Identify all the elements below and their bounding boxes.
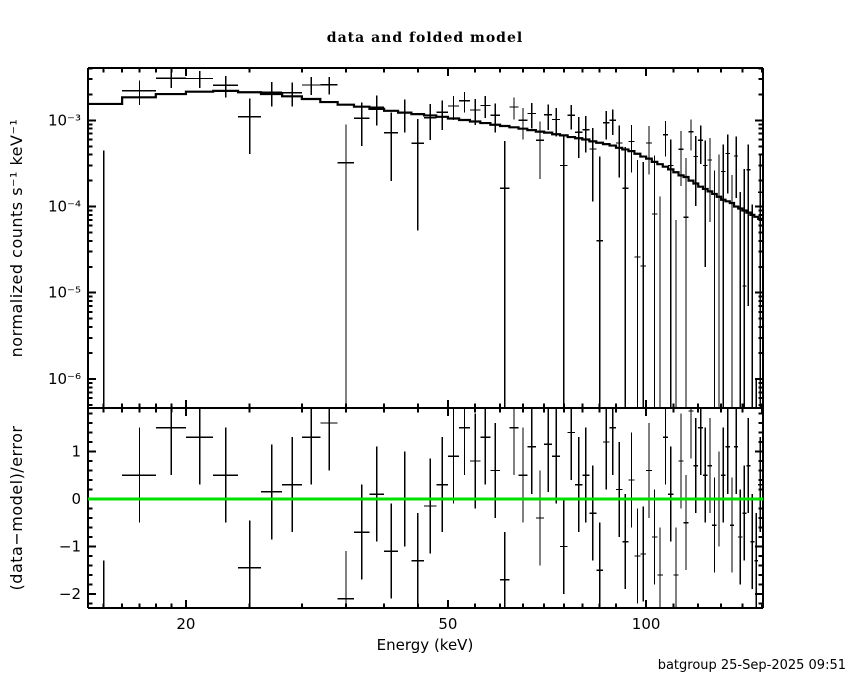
y-tick-label: −2 xyxy=(59,585,81,603)
y-tick-label: 1 xyxy=(71,442,81,460)
y-axis-label-bottom: (data−model)/error xyxy=(7,426,26,591)
x-tick-label: 50 xyxy=(438,615,457,633)
y-tick-label: 10⁻⁵ xyxy=(48,284,81,302)
plot-render-layer: 20 50 100 10⁻³ 10⁻⁴ 10⁻⁵ 10⁻⁶ 1 0 −1 −2 xyxy=(48,67,764,633)
timestamp-label: batgroup 25-Sep-2025 09:51 xyxy=(658,658,846,673)
plot-title: data and folded model xyxy=(327,30,523,46)
x-axis-label: Energy (keV) xyxy=(377,636,474,654)
x-tick-label: 20 xyxy=(176,615,195,633)
y-axis-label-top: normalized counts s⁻¹ keV⁻¹ xyxy=(7,119,26,358)
y-tick-label: 10⁻³ xyxy=(48,111,81,129)
y-tick-label: 10⁻⁴ xyxy=(48,198,81,216)
y-tick-label: −1 xyxy=(59,537,81,555)
y-tick-label: 0 xyxy=(71,490,81,508)
model-step-line xyxy=(88,89,763,220)
y-tick-label: 10⁻⁶ xyxy=(48,370,81,388)
x-tick-label: 100 xyxy=(632,615,661,633)
